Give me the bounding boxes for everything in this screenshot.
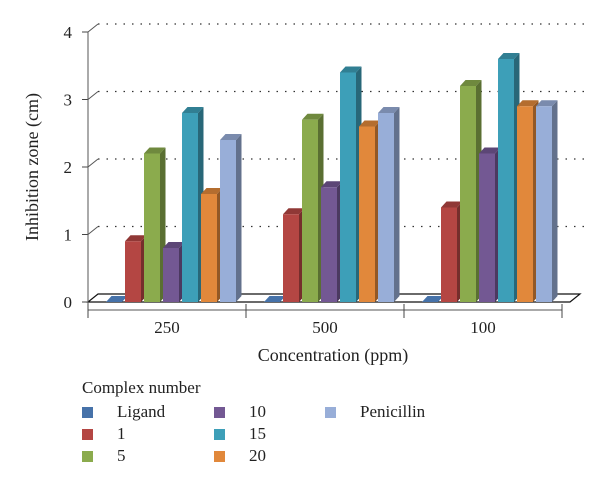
gridline-connector	[87, 91, 99, 100]
bar-ligand-500	[264, 296, 286, 302]
legend-label: 10	[249, 402, 266, 421]
bar-ligand-100	[422, 296, 444, 302]
bar-1-100	[441, 201, 463, 302]
y-tick-label: 4	[64, 23, 73, 42]
y-tick-label: 2	[64, 158, 73, 177]
bar-5-500	[302, 113, 324, 302]
legend-label: Penicillin	[360, 402, 426, 421]
bar-10-250	[163, 242, 185, 302]
legend-item-20: 20	[214, 446, 266, 466]
bar-penicillin-250	[220, 134, 242, 302]
legend-label: 15	[249, 424, 266, 443]
bar-1-250	[125, 235, 147, 302]
legend-title: Complex number	[82, 378, 201, 397]
legend-swatch	[82, 406, 93, 418]
legend-item-penicillin: Penicillin	[325, 402, 425, 422]
x-axis-title: Concentration (ppm)	[258, 345, 408, 366]
bar-5-250	[144, 147, 166, 302]
x-tick-label: 250	[154, 318, 180, 337]
bar-20-250	[201, 188, 223, 302]
gridline-connector	[87, 23, 99, 33]
legend-label: 1	[117, 424, 126, 443]
bar-20-100	[517, 100, 539, 302]
axes: 0 1 2 3 4 250 500 100	[64, 23, 563, 337]
legend-label: Ligand	[117, 402, 166, 421]
legend-item-10: 10	[214, 402, 266, 422]
gridline-connector	[87, 226, 99, 235]
bar-5-100	[460, 80, 482, 302]
legend-swatch	[82, 428, 93, 440]
x-tick-label: 100	[470, 318, 496, 337]
legend-label: 5	[117, 446, 126, 465]
bar-15-250	[182, 107, 204, 302]
bar-penicillin-500	[378, 107, 400, 302]
y-tick-label: 3	[64, 91, 73, 110]
bar-15-500	[340, 66, 362, 302]
legend-label: 20	[249, 446, 266, 465]
legend: Complex number Ligand 1 5 10 15 20 Penicillin	[82, 378, 562, 493]
bar-ligand-250	[106, 296, 128, 302]
bar-20-500	[359, 120, 381, 302]
legend-item-15: 15	[214, 424, 266, 444]
y-axis-title: Inhibition zone (cm)	[22, 93, 43, 241]
gridlines	[87, 23, 585, 235]
legend-swatch	[214, 406, 225, 418]
legend-item-5: 5	[82, 446, 126, 466]
legend-swatch	[82, 450, 93, 462]
legend-item-ligand: Ligand	[82, 402, 165, 422]
legend-item-1: 1	[82, 424, 126, 444]
bar-15-100	[498, 53, 520, 302]
bar-10-100	[479, 147, 501, 302]
x-tick-label: 500	[312, 318, 338, 337]
gridline-connector	[87, 158, 99, 168]
y-tick-label: 1	[64, 226, 73, 245]
legend-swatch	[325, 406, 336, 418]
bar-penicillin-100	[536, 100, 558, 302]
legend-swatch	[214, 450, 225, 462]
legend-swatch	[214, 428, 225, 440]
bar-1-500	[283, 208, 305, 302]
y-tick-label: 0	[64, 293, 73, 312]
bar-10-500	[321, 181, 343, 302]
bars	[106, 53, 558, 302]
